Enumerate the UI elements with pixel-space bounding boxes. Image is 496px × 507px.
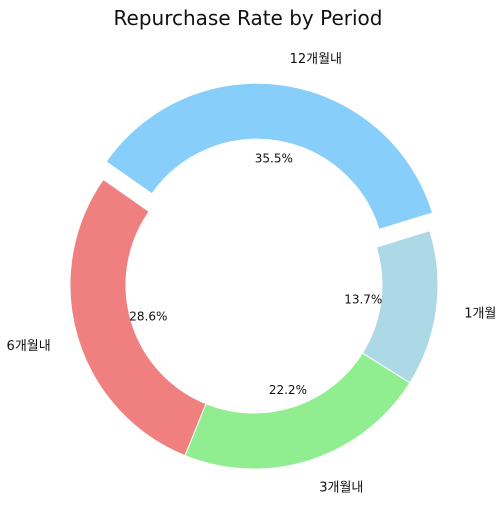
slice-3 (184, 352, 411, 470)
labels-group: 12개월내 35.5% 1개월내 13.7% 3개월내 22.2% 6개월내 28.6% (7, 52, 496, 496)
value-label-1: 35.5% (255, 151, 293, 165)
value-label-2: 13.7% (344, 292, 382, 306)
value-label-4: 28.6% (129, 309, 167, 323)
category-label-1: 12개월내 (290, 52, 342, 67)
category-label-3: 3개월내 (319, 481, 363, 496)
slice-4 (69, 178, 207, 457)
slice-1 (105, 82, 434, 230)
chart-title: Repurchase Rate by Period (113, 6, 383, 30)
category-label-2: 1개월내 (464, 307, 496, 322)
slices-group (69, 82, 439, 470)
category-label-4: 6개월내 (7, 339, 51, 354)
value-label-3: 22.2% (269, 383, 307, 397)
